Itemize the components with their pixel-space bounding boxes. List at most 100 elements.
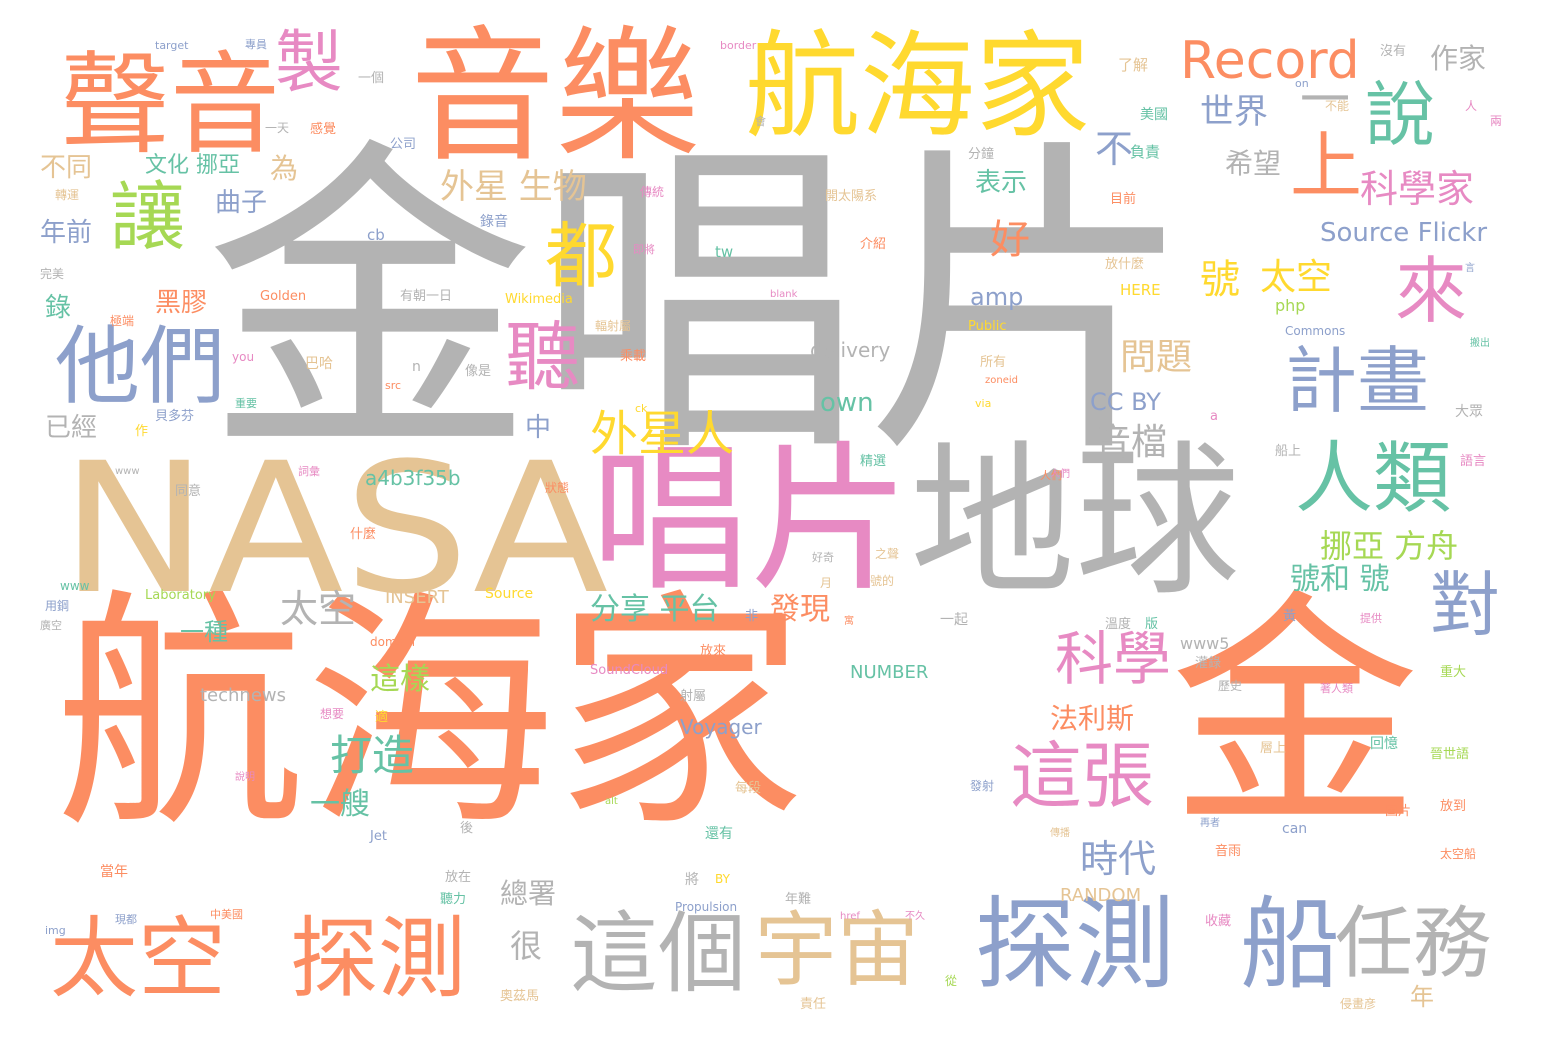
- cloud-word: 任務: [1335, 899, 1492, 989]
- cloud-word: 黃: [1283, 609, 1297, 624]
- cloud-word: you: [232, 350, 255, 364]
- cloud-word: 聽力: [440, 892, 467, 907]
- cloud-word: 感覺: [310, 122, 337, 137]
- cloud-word: ck: [635, 402, 648, 415]
- cloud-word: 責任: [800, 997, 827, 1012]
- cloud-word: 都: [545, 214, 618, 298]
- cloud-word: 探測: [975, 886, 1175, 1003]
- cloud-word: target: [155, 39, 189, 52]
- cloud-word: 寓: [844, 616, 854, 627]
- cloud-word: 號和 號: [1290, 562, 1390, 597]
- cloud-word: 奧茲馬: [500, 989, 540, 1004]
- cloud-word: n: [412, 359, 421, 375]
- cloud-word: INSERT: [385, 587, 449, 608]
- cloud-word: 年前: [40, 218, 93, 248]
- cloud-word: 說: [1365, 74, 1435, 156]
- cloud-word: 巴哈: [305, 356, 333, 372]
- cloud-word: 希望: [1225, 147, 1282, 180]
- cloud-word: 太空船: [1440, 847, 1477, 861]
- cloud-word: 晉世語: [1430, 747, 1470, 762]
- cloud-word: 好: [990, 217, 1030, 263]
- cloud-word: 將: [685, 872, 699, 888]
- cloud-word: 轉運: [55, 188, 80, 202]
- cloud-word: 灌錄: [1195, 656, 1222, 671]
- cloud-word: 號的: [870, 574, 895, 588]
- cloud-word: php: [1275, 296, 1306, 315]
- cloud-word: 放來: [700, 644, 727, 659]
- cloud-word: 時代: [1080, 837, 1157, 881]
- cloud-word: 乘載: [620, 349, 647, 364]
- cloud-word: 介紹: [860, 237, 887, 252]
- cloud-word: 從: [945, 974, 958, 988]
- cloud-word: img: [45, 924, 66, 937]
- cloud-word: 兩: [1490, 114, 1503, 128]
- cloud-word: 太空: [50, 907, 227, 1010]
- cloud-word: a4b3f35b: [365, 466, 461, 490]
- cloud-word: Public: [968, 319, 1007, 334]
- cloud-word: on: [1295, 77, 1309, 90]
- cloud-word: 不能: [1325, 99, 1350, 113]
- cloud-word: 不: [1095, 127, 1134, 171]
- cloud-word: 金: [1170, 569, 1420, 860]
- cloud-word: 負責: [1130, 143, 1161, 161]
- cloud-word: 已經: [45, 413, 98, 443]
- cloud-word: 世界: [1200, 92, 1268, 132]
- cloud-word: 沒有: [1380, 44, 1407, 59]
- cloud-word: 傳播: [1050, 828, 1070, 839]
- cloud-word: src: [385, 379, 402, 392]
- cloud-word: 像是: [465, 364, 492, 379]
- cloud-word: 不同: [40, 153, 93, 183]
- cloud-word: 大眾: [1455, 404, 1483, 420]
- cloud-word: 版: [1145, 617, 1159, 632]
- cloud-word: 搬出: [1470, 338, 1490, 349]
- cloud-word: 一艘: [310, 787, 370, 822]
- cloud-word: 這張: [1010, 734, 1155, 818]
- cloud-word: 會: [755, 115, 766, 128]
- cloud-word: 專員: [245, 38, 267, 51]
- cloud-word: 當年: [100, 864, 128, 880]
- cloud-word: BY: [715, 872, 730, 886]
- cloud-word: www: [115, 466, 140, 477]
- cloud-word: 了解: [1118, 56, 1149, 74]
- cloud-word: 科學: [1055, 625, 1172, 693]
- cloud-word: 來: [1395, 249, 1468, 333]
- cloud-word: Source: [485, 586, 534, 602]
- cloud-word: 美國: [1140, 107, 1168, 123]
- cloud-word: 同意: [175, 484, 202, 499]
- cloud-word: 聽: [505, 313, 581, 401]
- cloud-word: 言: [1465, 263, 1475, 274]
- cloud-word: 年難: [785, 892, 812, 907]
- cloud-word: 外星 生物: [440, 167, 587, 207]
- cloud-word: 計畫: [1285, 339, 1430, 423]
- cloud-word: 地球: [910, 426, 1240, 618]
- cloud-word: 音樂: [410, 13, 700, 182]
- cloud-word: www: [60, 579, 90, 593]
- cloud-word: 這個: [570, 902, 747, 1005]
- cloud-word: 語言: [1460, 454, 1487, 469]
- cloud-word: 現都: [115, 913, 137, 926]
- cloud-word: 公司: [390, 137, 417, 152]
- cloud-word: delivery: [810, 338, 891, 362]
- cloud-word: www5: [1180, 634, 1230, 653]
- cloud-word: can: [1282, 821, 1308, 837]
- cloud-word: 狀態: [545, 481, 570, 495]
- cloud-word: Golden: [260, 289, 307, 304]
- cloud-word: 曲子: [215, 188, 268, 218]
- cloud-word: NASA: [60, 425, 609, 634]
- cloud-word: 金唱片: [205, 113, 1195, 497]
- cloud-word: 人們: [1040, 469, 1062, 482]
- cloud-word: 分享 平台: [590, 592, 720, 627]
- cloud-word: 航海家: [55, 569, 805, 860]
- cloud-word: HERE: [1120, 281, 1161, 299]
- cloud-word: 發射: [970, 779, 995, 793]
- cloud-word: CC BY: [1090, 388, 1161, 416]
- cloud-word: 精選: [860, 454, 887, 469]
- cloud-word: 重大: [1440, 665, 1467, 680]
- cloud-word: 之聲: [875, 547, 900, 561]
- cloud-word: 射屬: [680, 689, 707, 704]
- cloud-word: 船上: [1275, 444, 1302, 459]
- cloud-word: 音雨: [1215, 844, 1242, 859]
- cloud-word: 錄: [45, 293, 72, 323]
- cloud-word: 月: [820, 576, 833, 590]
- cloud-word: own: [820, 388, 874, 418]
